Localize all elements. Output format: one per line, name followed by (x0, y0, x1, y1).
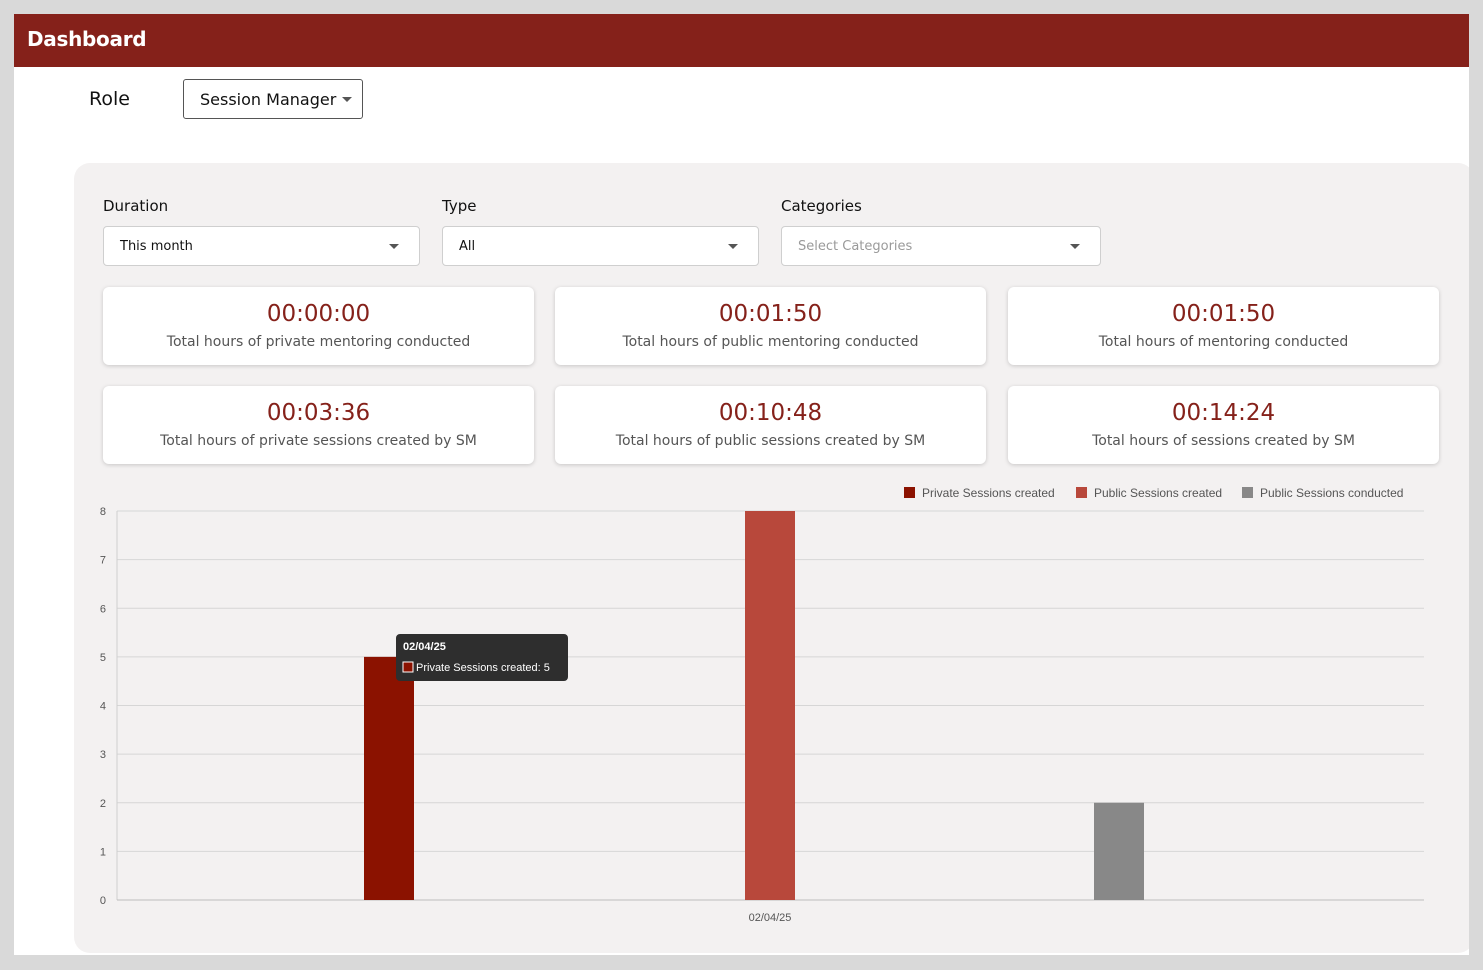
duration-dropdown[interactable]: This month (103, 226, 420, 266)
tooltip-title: 02/04/25 (403, 641, 446, 653)
y-tick-label: 2 (100, 798, 106, 810)
type-dropdown[interactable]: All (442, 226, 759, 266)
y-tick-label: 6 (100, 603, 106, 615)
stat-label: Total hours of public sessions created b… (615, 433, 926, 449)
stat-card: 00:01:50 Total hours of mentoring conduc… (1008, 287, 1439, 365)
y-tick-label: 8 (100, 506, 106, 518)
stat-value: 00:10:48 (718, 400, 823, 426)
duration-label: Duration (103, 197, 169, 215)
stat-value: 00:01:50 (1171, 301, 1276, 327)
y-tick-label: 5 (100, 652, 106, 664)
stat-card: 00:01:50 Total hours of public mentoring… (555, 287, 986, 365)
categories-label: Categories (781, 197, 862, 215)
caret-down-icon (389, 244, 399, 249)
type-label: Type (442, 197, 477, 215)
chart-tooltip (396, 634, 568, 681)
page-title: Dashboard (27, 27, 147, 51)
legend-label[interactable]: Public Sessions created (1094, 486, 1222, 500)
legend-swatch[interactable] (1076, 487, 1087, 498)
y-tick-label: 1 (100, 846, 106, 858)
top-bar: Dashboard (14, 14, 1469, 67)
bar[interactable] (1094, 802, 1144, 900)
stat-value: 00:01:50 (718, 301, 823, 327)
legend-label[interactable]: Private Sessions created (922, 486, 1055, 500)
stat-label: Total hours of public mentoring conducte… (622, 334, 919, 350)
x-tick-label: 02/04/25 (749, 912, 792, 924)
caret-down-icon (728, 244, 738, 249)
stat-card: 00:14:24 Total hours of sessions created… (1008, 386, 1439, 464)
type-value: All (459, 238, 476, 254)
stat-value: 00:00:00 (266, 301, 371, 327)
stat-card: 00:00:00 Total hours of private mentorin… (103, 287, 534, 365)
caret-down-icon (342, 96, 353, 102)
bar[interactable] (364, 656, 414, 900)
legend-label[interactable]: Public Sessions conducted (1260, 486, 1403, 500)
duration-value: This month (120, 238, 193, 254)
legend-swatch[interactable] (904, 487, 915, 498)
caret-down-icon (1070, 244, 1080, 249)
categories-placeholder: Select Categories (798, 238, 913, 254)
role-selected-value: Session Manager (200, 89, 337, 109)
categories-dropdown[interactable]: Select Categories (781, 226, 1101, 266)
tooltip-text: Private Sessions created: 5 (416, 662, 550, 674)
app-window: Dashboard Role Session Manager Duration … (14, 14, 1469, 955)
bar[interactable] (745, 511, 795, 900)
stat-card: 00:03:36 Total hours of private sessions… (103, 386, 534, 464)
tooltip-swatch (402, 661, 414, 673)
y-tick-label: 7 (100, 555, 106, 567)
stat-value: 00:03:36 (266, 400, 371, 426)
role-label: Role (89, 88, 130, 110)
stat-value: 00:14:24 (1171, 400, 1276, 426)
y-tick-label: 4 (100, 701, 106, 713)
stat-label: Total hours of private sessions created … (160, 433, 477, 449)
dashboard-panel: Duration This month Type All Categories … (74, 163, 1469, 953)
stat-label: Total hours of mentoring conducted (1098, 334, 1349, 350)
stat-card: 00:10:48 Total hours of public sessions … (555, 386, 986, 464)
stat-label: Total hours of sessions created by SM (1092, 433, 1355, 449)
stat-label: Total hours of private mentoring conduct… (166, 334, 471, 350)
role-dropdown[interactable]: Session Manager (183, 79, 363, 119)
legend-swatch[interactable] (1242, 487, 1253, 498)
y-tick-label: 0 (100, 895, 106, 907)
sessions-bar-chart: 0 1 2 3 4 5 6 7 8 02/04/25 Private Sessions create… (100, 486, 1424, 924)
y-tick-label: 3 (100, 749, 106, 761)
